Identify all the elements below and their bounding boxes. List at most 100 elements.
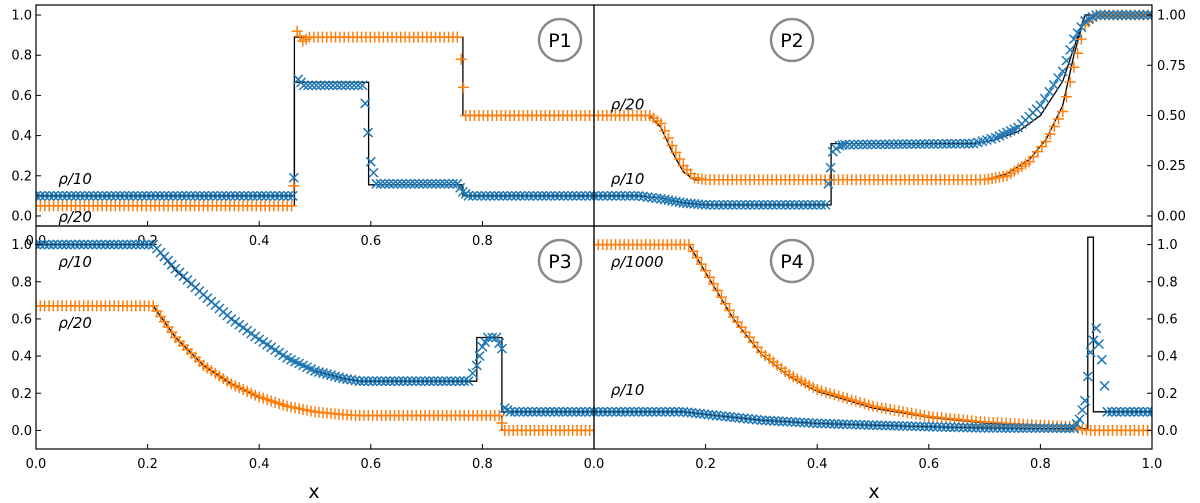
data-point-x (509, 406, 520, 417)
panel-p4: 0.0 0.2 0.4 0.6 0.8 1.0 0.0 0.2 0.4 0.6 0.8 1.0 ρ/10… (584, 225, 1178, 472)
data-point-x (602, 190, 613, 201)
data-point-x (910, 139, 921, 150)
data-point-x (1142, 406, 1152, 417)
data-point-x (432, 376, 444, 387)
data-point-x (79, 190, 90, 201)
data-point-plus (700, 265, 712, 277)
data-point-x (716, 410, 727, 422)
data-point-x (265, 190, 276, 201)
data-point-plus (1060, 91, 1072, 103)
data-point-x (705, 199, 716, 210)
data-point-x (1053, 73, 1064, 84)
data-point-x (880, 420, 891, 431)
data-point-x (168, 190, 179, 201)
data-point-x (620, 190, 631, 201)
data-point-x (336, 80, 347, 91)
data-point-x (611, 406, 622, 417)
data-point-x (477, 341, 488, 352)
data-point-x (247, 190, 258, 201)
data-point-x (820, 199, 831, 210)
y-tick-label: 0.50 (1157, 109, 1186, 124)
data-point-x (802, 199, 813, 210)
data-point-x (597, 406, 608, 417)
y-tick-label: 0.4 (11, 350, 32, 365)
data-point-x (315, 80, 326, 91)
data-point-x (57, 239, 68, 250)
data-point-x (893, 420, 904, 431)
data-point-x (61, 239, 72, 250)
data-point-x (859, 419, 870, 430)
series--10-markers (594, 10, 1152, 210)
data-point-x (699, 409, 710, 420)
data-point-x (992, 422, 1003, 434)
data-point-x (837, 419, 848, 430)
panel-frame (593, 4, 1153, 227)
data-point-x (1093, 338, 1105, 350)
panel-frame (593, 225, 1153, 450)
data-point-x (1060, 423, 1071, 434)
data-point-x (544, 406, 555, 417)
data-point-x (678, 406, 689, 417)
data-point-x (933, 138, 944, 149)
data-point-x (489, 190, 500, 201)
data-point-x (409, 178, 420, 189)
data-point-x (97, 190, 108, 201)
data-point-x (642, 406, 653, 417)
data-point-x (722, 199, 733, 210)
data-point-x (850, 419, 861, 430)
data-point-plus (670, 146, 682, 158)
data-point-x (66, 190, 77, 201)
data-point-x (950, 138, 961, 149)
data-point-x (511, 190, 522, 201)
data-point-x (786, 416, 797, 427)
data-point-x (1096, 354, 1107, 365)
data-point-plus (674, 153, 686, 165)
x-tick-label: 0.6 (360, 457, 381, 472)
data-point-x (392, 178, 403, 189)
data-point-x (871, 139, 882, 150)
data-point-x (575, 406, 586, 417)
data-point-x (269, 190, 281, 201)
data-point-x (100, 239, 111, 250)
data-point-x (252, 190, 263, 201)
data-point-x (936, 421, 947, 433)
series--10-exact-line (594, 14, 1152, 206)
data-point-x (172, 190, 183, 201)
data-point-plus (720, 298, 732, 310)
data-point-x (471, 360, 482, 371)
x-tick-label: 0.2 (137, 457, 158, 472)
data-point-x (340, 80, 351, 91)
data-point-x (91, 239, 102, 250)
data-point-x (84, 190, 95, 201)
data-point-plus (1075, 33, 1087, 45)
data-point-x (857, 139, 868, 150)
data-point-x (562, 406, 573, 417)
data-point-x (879, 139, 890, 150)
series--20-markers (36, 25, 594, 212)
series--10-markers (36, 74, 594, 201)
data-point-x (696, 199, 707, 210)
data-point-x (764, 415, 776, 426)
data-point-x (571, 190, 582, 201)
data-point-x (567, 190, 578, 201)
x-tick-label: 0.4 (249, 234, 270, 249)
data-point-x (126, 239, 137, 250)
data-point-x (367, 376, 378, 387)
series--1000-markers (594, 239, 1152, 436)
data-point-x (137, 190, 148, 201)
data-point-x (979, 422, 990, 434)
data-point-x (1039, 93, 1050, 104)
data-point-x (141, 190, 152, 201)
data-point-x (673, 406, 684, 417)
data-point-x (375, 178, 386, 189)
data-point-x (767, 199, 778, 210)
data-point-x (238, 190, 250, 201)
x-axis-label-right: x (868, 481, 879, 503)
data-point-x (876, 420, 887, 431)
data-point-x (620, 406, 631, 417)
data-point-plus (1068, 61, 1080, 73)
data-point-x (428, 376, 439, 387)
data-point-x (154, 190, 165, 201)
y-tick-label: 0.6 (11, 89, 32, 104)
panel-badge (769, 17, 815, 63)
